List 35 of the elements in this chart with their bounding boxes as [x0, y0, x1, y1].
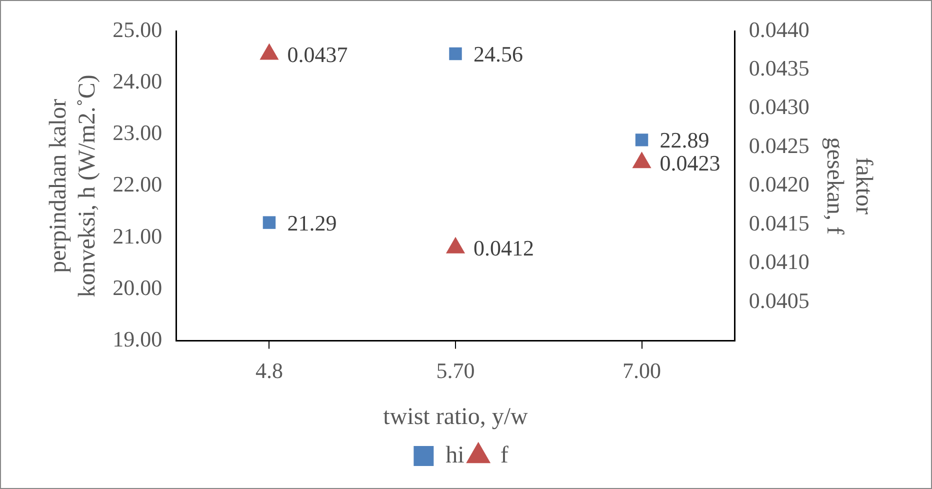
y2-tick-label: 0.0435 [748, 56, 810, 81]
y2-tick-label: 0.0440 [748, 16, 810, 42]
legend-label: f [500, 442, 508, 468]
point [632, 152, 652, 168]
y2-tick-label: 0.0430 [748, 94, 810, 120]
data-label: 22.89 [660, 128, 710, 153]
y2-tick-label: 0.0415 [748, 210, 810, 236]
x-tick-label: 5.70 [436, 358, 475, 383]
data-label: 21.29 [287, 210, 337, 236]
y2-tick-label: 0.0410 [748, 249, 810, 274]
y-tick-label: 20.00 [112, 274, 162, 300]
x-axis-title: twist ratio, y/w [383, 404, 528, 430]
point [449, 47, 462, 60]
point [260, 43, 279, 60]
x-tick-label: 4.8 [255, 358, 283, 383]
legend-label: hi [446, 442, 465, 468]
y-tick-label: 19.00 [112, 326, 162, 352]
data-label: 24.56 [474, 42, 523, 66]
y2-axis-title: faktor gesekan, f [822, 137, 876, 235]
y-tick-label: 24.00 [112, 68, 162, 94]
y-axis-title: perpindahan kalor konveksi, h (W/m2.˚C) [46, 74, 100, 298]
y-tick-label: 23.00 [112, 120, 162, 146]
y2-tick-label: 0.0405 [748, 288, 810, 313]
point [262, 216, 276, 229]
y-tick-label: 22.00 [112, 172, 162, 197]
data-label: 0.0423 [660, 150, 720, 176]
point [446, 236, 466, 254]
y-tick-label: 25.00 [112, 16, 162, 42]
point [635, 134, 648, 146]
y-tick-label: 21.00 [112, 223, 162, 248]
data-label: 0.0412 [474, 236, 534, 261]
y2-tick-label: 0.0425 [748, 132, 810, 158]
y2-tick-label: 0.0420 [748, 172, 810, 197]
x-tick-label: 7.00 [622, 358, 662, 383]
data-label: 0.0437 [287, 42, 348, 68]
